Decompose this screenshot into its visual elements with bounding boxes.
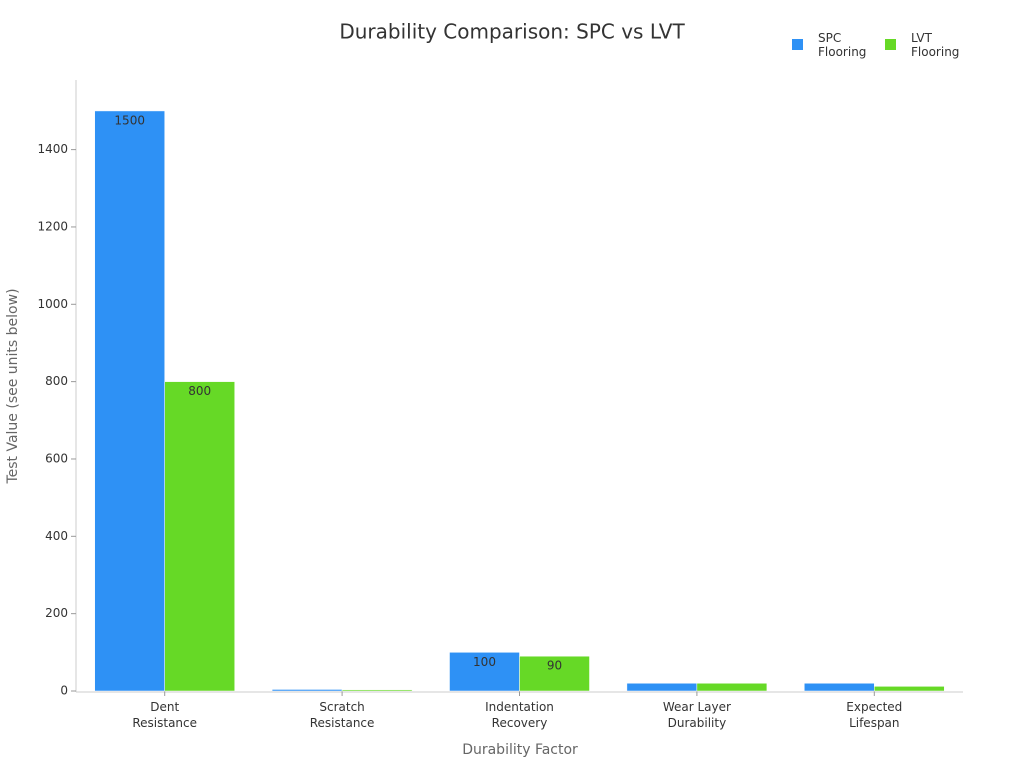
- y-tick-label: 1200: [37, 219, 68, 233]
- y-tick-label: 600: [45, 451, 68, 465]
- legend-swatch: [792, 39, 803, 50]
- x-tick-label: Wear Layer Durability: [662, 700, 731, 730]
- x-axis-label: Durability Factor: [462, 742, 578, 758]
- y-tick-label: 0: [60, 684, 68, 698]
- y-axis-label: Test Value (see units below): [5, 288, 21, 484]
- y-tick-label: 1400: [37, 142, 68, 156]
- x-tick-label: Dent Resistance: [132, 700, 198, 730]
- bar: [804, 683, 875, 692]
- y-tick-label: 400: [45, 529, 68, 543]
- x-tick-label: Indentation Recovery: [485, 700, 554, 730]
- x-tick-label: Expected Lifespan: [846, 700, 903, 730]
- y-tick-label: 200: [45, 606, 68, 620]
- bar: [519, 655, 590, 692]
- data-label: 90: [547, 659, 562, 673]
- legend-label: SPC Flooring: [818, 31, 867, 59]
- bar: [874, 686, 945, 692]
- bar: [626, 683, 698, 692]
- chart-title: Durability Comparison: SPC vs LVT: [339, 20, 685, 44]
- data-label: 100: [473, 655, 496, 669]
- x-tick-label: Scratch Resistance: [309, 700, 375, 730]
- bar: [164, 381, 235, 692]
- y-tick-label: 1000: [37, 297, 68, 311]
- data-label: 800: [188, 384, 211, 398]
- bar: [341, 689, 413, 692]
- bar: [696, 683, 768, 692]
- legend-swatch: [885, 39, 896, 50]
- legend-label: LVT Flooring: [911, 31, 960, 59]
- y-tick-label: 800: [45, 374, 68, 388]
- bar: [94, 110, 165, 692]
- bar: [271, 689, 343, 692]
- data-label: 1500: [114, 113, 145, 127]
- bar: [449, 652, 520, 692]
